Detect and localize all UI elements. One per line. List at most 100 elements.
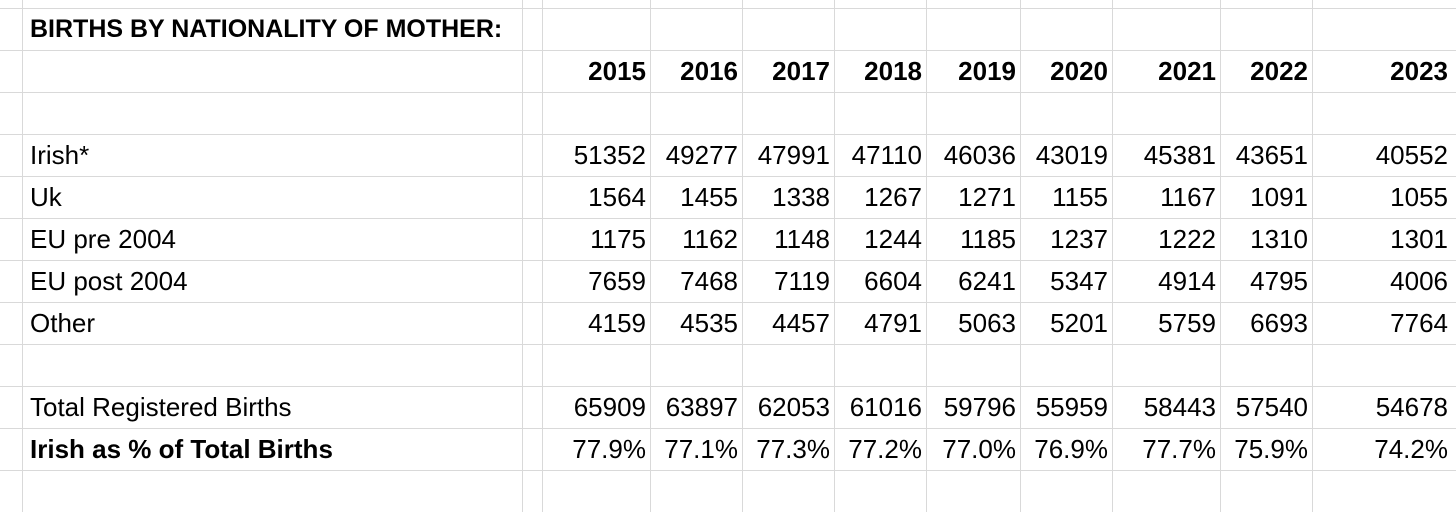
data-cell[interactable]: 5201: [1050, 308, 1108, 338]
data-cell[interactable]: 5759: [1158, 308, 1216, 338]
data-cell[interactable]: 7119: [774, 266, 830, 296]
year-header-cell[interactable]: 2023: [1390, 56, 1448, 86]
data-cell[interactable]: 4791: [864, 308, 922, 338]
data-cell[interactable]: 1055: [1390, 182, 1448, 212]
data-cell[interactable]: 1155: [1052, 182, 1108, 212]
data-cell[interactable]: 1338: [772, 182, 830, 212]
data-cell[interactable]: 4159: [588, 308, 646, 338]
data-cell[interactable]: 1175: [590, 224, 646, 254]
data-cell[interactable]: 45381: [1143, 140, 1216, 170]
data-cell[interactable]: 51352: [573, 140, 646, 170]
total-cell[interactable]: 63897: [665, 392, 738, 422]
data-cell[interactable]: 4914: [1158, 266, 1216, 296]
data-cell[interactable]: 7659: [588, 266, 646, 296]
row-divider: [0, 8, 1456, 9]
row-divider: [0, 470, 1456, 471]
data-cell[interactable]: 1564: [588, 182, 646, 212]
percent-cell[interactable]: 77.7%: [1142, 434, 1216, 464]
year-header-cell[interactable]: 2022: [1250, 56, 1308, 86]
data-cell[interactable]: 1244: [864, 224, 922, 254]
percent-cell[interactable]: 77.1%: [664, 434, 738, 464]
column-divider: [926, 0, 927, 512]
data-cell[interactable]: 4457: [772, 308, 830, 338]
total-cell[interactable]: 59796: [943, 392, 1016, 422]
row-label-eu-post-2004[interactable]: EU post 2004: [30, 266, 188, 296]
row-divider: [0, 302, 1456, 303]
data-cell[interactable]: 43651: [1235, 140, 1308, 170]
data-cell[interactable]: 6241: [958, 266, 1016, 296]
column-divider: [1020, 0, 1021, 512]
data-cell[interactable]: 1455: [680, 182, 738, 212]
column-divider: [522, 0, 523, 512]
year-header-cell[interactable]: 2015: [588, 56, 646, 86]
data-cell[interactable]: 4795: [1250, 266, 1308, 296]
total-cell[interactable]: 58443: [1143, 392, 1216, 422]
percent-cell[interactable]: 76.9%: [1034, 434, 1108, 464]
percent-cell[interactable]: 77.2%: [848, 434, 922, 464]
data-cell[interactable]: 1148: [774, 224, 830, 254]
data-cell[interactable]: 49277: [665, 140, 738, 170]
row-label-irish-percent[interactable]: Irish as % of Total Births: [30, 434, 333, 464]
year-header-cell[interactable]: 2019: [958, 56, 1016, 86]
row-label-total[interactable]: Total Registered Births: [30, 392, 292, 422]
data-cell[interactable]: 6604: [864, 266, 922, 296]
data-cell[interactable]: 5347: [1050, 266, 1108, 296]
total-cell[interactable]: 62053: [757, 392, 830, 422]
row-divider: [0, 428, 1456, 429]
data-cell[interactable]: 7764: [1390, 308, 1448, 338]
data-cell[interactable]: 1267: [864, 182, 922, 212]
column-divider: [542, 0, 543, 512]
year-header-cell[interactable]: 2017: [772, 56, 830, 86]
data-cell[interactable]: 1185: [960, 224, 1016, 254]
year-header-cell[interactable]: 2016: [680, 56, 738, 86]
percent-cell[interactable]: 77.9%: [572, 434, 646, 464]
data-cell[interactable]: 5063: [958, 308, 1016, 338]
data-cell[interactable]: 1310: [1250, 224, 1308, 254]
year-header-cell[interactable]: 2021: [1158, 56, 1216, 86]
data-cell[interactable]: 1271: [958, 182, 1016, 212]
data-cell[interactable]: 1222: [1158, 224, 1216, 254]
data-cell[interactable]: 1167: [1160, 182, 1216, 212]
total-cell[interactable]: 61016: [849, 392, 922, 422]
total-cell[interactable]: 65909: [573, 392, 646, 422]
column-divider: [1220, 0, 1221, 512]
data-cell[interactable]: 40552: [1375, 140, 1448, 170]
column-divider: [742, 0, 743, 512]
row-divider: [0, 344, 1456, 345]
row-divider: [0, 92, 1456, 93]
data-cell[interactable]: 46036: [943, 140, 1016, 170]
row-label-uk[interactable]: Uk: [30, 182, 62, 212]
percent-cell[interactable]: 77.3%: [756, 434, 830, 464]
data-cell[interactable]: 47110: [851, 140, 922, 170]
row-label-other[interactable]: Other: [30, 308, 96, 338]
data-cell[interactable]: 4535: [680, 308, 738, 338]
row-divider: [0, 50, 1456, 51]
data-cell[interactable]: 4006: [1390, 266, 1448, 296]
data-cell[interactable]: 1091: [1250, 182, 1308, 212]
total-cell[interactable]: 54678: [1375, 392, 1448, 422]
column-divider: [650, 0, 651, 512]
row-label-irish[interactable]: Irish*: [30, 140, 90, 170]
data-cell[interactable]: 1237: [1050, 224, 1108, 254]
data-cell[interactable]: 47991: [757, 140, 830, 170]
row-divider: [0, 134, 1456, 135]
row-label-eu-pre-2004[interactable]: EU pre 2004: [30, 224, 176, 254]
data-cell[interactable]: 6693: [1250, 308, 1308, 338]
data-cell[interactable]: 1162: [682, 224, 738, 254]
sheet-title[interactable]: BIRTHS BY NATIONALITY OF MOTHER:: [30, 15, 503, 43]
percent-cell[interactable]: 74.2%: [1374, 434, 1448, 464]
year-header-cell[interactable]: 2020: [1050, 56, 1108, 86]
row-divider: [0, 218, 1456, 219]
column-divider: [834, 0, 835, 512]
total-cell[interactable]: 57540: [1235, 392, 1308, 422]
total-cell[interactable]: 55959: [1035, 392, 1108, 422]
percent-cell[interactable]: 77.0%: [942, 434, 1016, 464]
year-header-cell[interactable]: 2018: [864, 56, 922, 86]
data-cell[interactable]: 43019: [1035, 140, 1108, 170]
percent-cell[interactable]: 75.9%: [1234, 434, 1308, 464]
data-cell[interactable]: 1301: [1390, 224, 1448, 254]
row-divider: [0, 176, 1456, 177]
data-cell[interactable]: 7468: [680, 266, 738, 296]
row-divider: [0, 386, 1456, 387]
